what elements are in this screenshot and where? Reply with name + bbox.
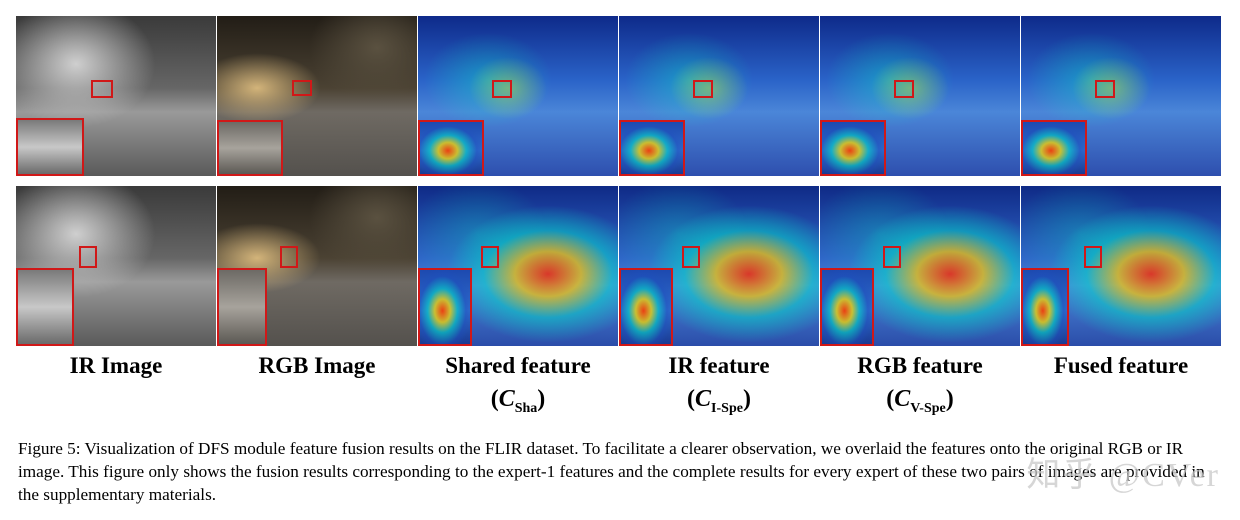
roi-box — [292, 80, 312, 96]
roi-inset — [16, 268, 74, 346]
rgb-image-row2 — [217, 186, 417, 346]
roi-box — [894, 80, 914, 98]
fused-feature-row1 — [1021, 16, 1221, 176]
roi-inset — [820, 268, 874, 346]
watermark: 知乎 @CVer — [1026, 457, 1220, 494]
label-ir-feature-math: (CI-Spe) — [687, 386, 751, 416]
figure-caption: Figure 5: Visualization of DFS module fe… — [18, 439, 1205, 504]
roi-inset — [418, 120, 484, 176]
shared-feature-row1 — [418, 16, 618, 176]
rgb-image-row1 — [217, 16, 417, 176]
roi-box — [79, 246, 97, 268]
roi-inset — [820, 120, 886, 176]
ir-feature-row2 — [619, 186, 819, 346]
roi-box — [1095, 80, 1115, 98]
math-subscript: I-Spe — [711, 401, 743, 416]
label-shared-feature-math: (CSha) — [490, 386, 546, 416]
rgb-feature-row1 — [820, 16, 1020, 176]
roi-inset — [217, 120, 283, 176]
roi-inset — [619, 268, 673, 346]
label-ir-feature: IR feature — [668, 353, 770, 378]
ir-image-row1 — [16, 16, 216, 176]
math-symbol: C — [894, 386, 911, 412]
roi-box — [693, 80, 713, 98]
roi-inset — [1021, 120, 1087, 176]
math-symbol: C — [498, 386, 515, 412]
math-symbol: C — [695, 386, 712, 412]
roi-inset — [1021, 268, 1069, 346]
label-shared-feature: Shared feature — [445, 353, 591, 378]
roi-inset — [16, 118, 84, 176]
label-rgb-feature-math: (CV-Spe) — [886, 386, 954, 416]
roi-box — [883, 246, 901, 268]
roi-inset — [217, 268, 267, 346]
ir-image-row2 — [16, 186, 216, 346]
roi-inset — [619, 120, 685, 176]
label-fused-feature: Fused feature — [1053, 353, 1189, 378]
label-rgb-image: RGB Image — [258, 353, 376, 378]
roi-inset — [418, 268, 472, 346]
shared-feature-row2 — [418, 186, 618, 346]
roi-box — [1084, 246, 1102, 268]
label-ir-image: IR Image — [69, 353, 163, 378]
fused-feature-row2 — [1021, 186, 1221, 346]
roi-box — [481, 246, 499, 268]
column-labels: IR Image RGB Image Shared feature (CSha)… — [16, 352, 1222, 422]
roi-box — [280, 246, 298, 268]
roi-box — [492, 80, 512, 98]
math-subscript: V-Spe — [910, 401, 946, 416]
ir-feature-row1 — [619, 16, 819, 176]
roi-box — [682, 246, 700, 268]
math-subscript: Sha — [514, 401, 538, 416]
label-rgb-feature: RGB feature — [857, 353, 983, 378]
rgb-feature-row2 — [820, 186, 1020, 346]
roi-box — [91, 80, 113, 98]
